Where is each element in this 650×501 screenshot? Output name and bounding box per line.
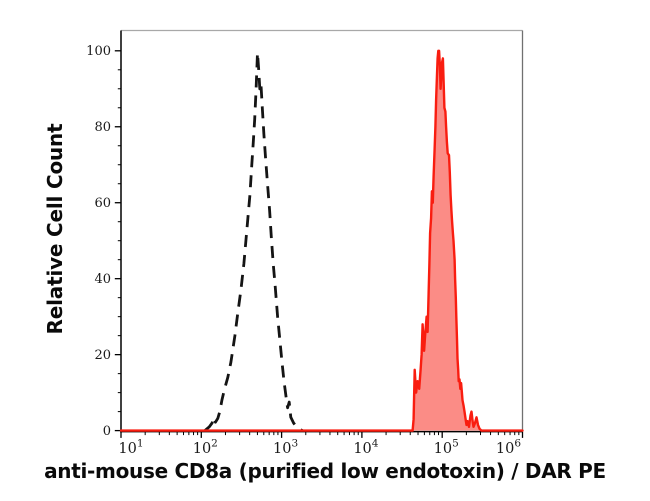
x-axis-title: anti-mouse CD8a (purified low endotoxin)… (44, 459, 606, 483)
y-tick-label: 0 (103, 424, 111, 439)
x-tick-label: 105 (434, 438, 459, 458)
x-tick-label: 101 (118, 438, 143, 458)
red-stained-curve (119, 49, 524, 432)
x-tick-label: 104 (353, 438, 378, 458)
y-tick-label: 60 (94, 196, 111, 211)
x-tick-label: 106 (496, 438, 521, 458)
y-tick-label: 40 (94, 272, 111, 287)
y-tick-label: 100 (86, 44, 111, 59)
dashed-control-curve (203, 51, 304, 432)
y-axis-title: Relative Cell Count (43, 123, 67, 335)
y-tick-label: 80 (94, 120, 111, 135)
x-tick-label: 102 (193, 438, 218, 458)
y-tick-label: 20 (94, 348, 111, 363)
x-tick-label: 103 (273, 438, 298, 458)
